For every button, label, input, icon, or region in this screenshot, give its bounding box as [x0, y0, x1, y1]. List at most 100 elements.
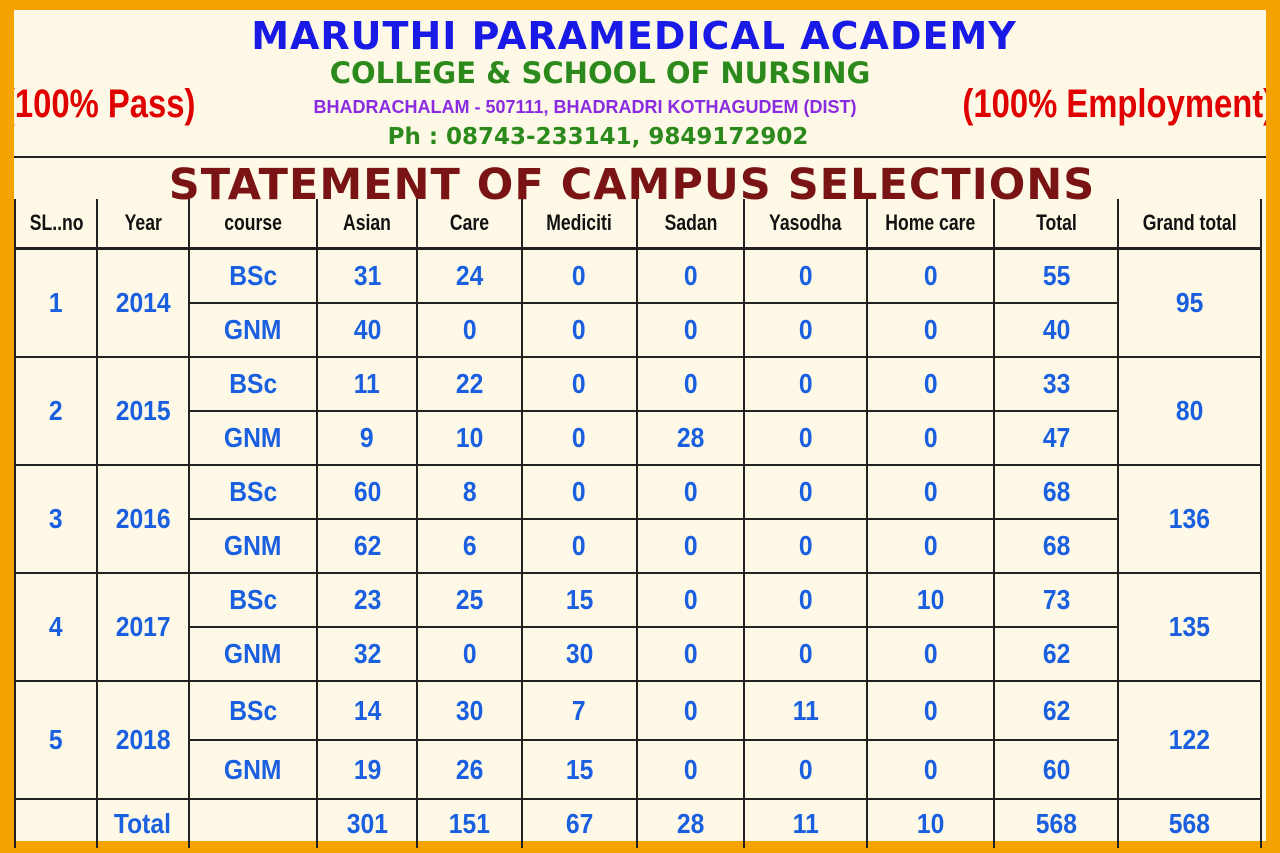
table-row: 3 2016 BSc 60 8 0 0 0 0 68 136 — [13, 465, 1262, 574]
col-header-care: Care — [416, 199, 523, 250]
employment-tag: (100% Employment) — [962, 82, 1266, 126]
asian-cell: 19 — [315, 740, 419, 800]
sl-no-cell: 2 — [13, 357, 99, 466]
address-line: BHADRACHALAM - 507111, BHADRADRI KOTHAGU… — [313, 97, 857, 117]
sadan-cell: 0 — [635, 465, 746, 520]
course-cell: BSc — [187, 357, 318, 412]
care-cell: 22 — [416, 357, 523, 412]
total-cell: 73 — [993, 573, 1120, 628]
home-care-cell: 0 — [865, 740, 996, 800]
asian-cell: 14 — [315, 681, 419, 741]
col-header-home-care: Home care — [865, 199, 996, 250]
home-care-cell: 0 — [865, 411, 996, 466]
phone-line: Ph : 08743-233141, 9849172902 — [387, 124, 809, 150]
table-row: GNM 40 0 0 0 0 0 40 — [15, 303, 1261, 358]
course-cell: BSc — [187, 573, 318, 628]
col-header-asian: Asian — [315, 199, 419, 250]
home-care-cell: 0 — [865, 357, 996, 412]
mediciti-cell: 0 — [520, 357, 638, 412]
col-header-sadan: Sadan — [635, 199, 746, 250]
mediciti-cell: 15 — [520, 740, 638, 800]
table-row: 5 2018 BSc 14 30 7 0 11 0 62 122 — [13, 681, 1262, 800]
totals-home-care-cell: 10 — [865, 799, 996, 848]
total-cell: 68 — [993, 519, 1120, 574]
asian-cell: 23 — [315, 573, 419, 628]
table-row: GNM 9 10 0 28 0 0 47 — [15, 411, 1261, 466]
sadan-cell: 0 — [635, 303, 746, 358]
sadan-cell: 0 — [635, 681, 746, 741]
care-cell: 24 — [416, 248, 523, 304]
course-cell: GNM — [187, 740, 318, 800]
col-header-yasodha: Yasodha — [743, 199, 868, 250]
home-care-cell: 0 — [865, 519, 996, 574]
totals-sadan-cell: 28 — [635, 799, 746, 848]
mediciti-cell: 0 — [520, 465, 638, 520]
yasodha-cell: 11 — [743, 681, 868, 741]
total-cell: 33 — [993, 357, 1120, 412]
home-care-cell: 0 — [865, 627, 996, 682]
col-header-slno: SL..no — [13, 199, 99, 250]
year-cell: 2017 — [96, 573, 190, 682]
care-cell: 0 — [416, 303, 523, 358]
home-care-cell: 0 — [865, 303, 996, 358]
yasodha-cell: 0 — [743, 303, 868, 358]
sadan-cell: 0 — [635, 573, 746, 628]
care-cell: 8 — [416, 465, 523, 520]
totals-asian-cell: 301 — [315, 799, 419, 848]
totals-course-cell — [187, 799, 318, 848]
col-header-total: Total — [993, 199, 1120, 250]
course-cell: GNM — [187, 519, 318, 574]
totals-care-cell: 151 — [416, 799, 523, 848]
header-divider — [14, 156, 1266, 158]
course-cell: BSc — [187, 465, 318, 520]
year-cell: 2018 — [96, 681, 190, 800]
col-header-course: course — [187, 199, 318, 250]
asian-cell: 9 — [315, 411, 419, 466]
care-cell: 30 — [416, 681, 523, 741]
home-care-cell: 0 — [865, 681, 996, 741]
home-care-cell: 0 — [865, 248, 996, 304]
yasodha-cell: 0 — [743, 573, 868, 628]
mediciti-cell: 30 — [520, 627, 638, 682]
grand-total-cell: 95 — [1117, 248, 1262, 358]
total-cell: 68 — [993, 465, 1120, 520]
sadan-cell: 0 — [635, 248, 746, 304]
asian-cell: 32 — [315, 627, 419, 682]
asian-cell: 31 — [315, 248, 419, 304]
yasodha-cell: 0 — [743, 411, 868, 466]
asian-cell: 11 — [315, 357, 419, 412]
care-cell: 6 — [416, 519, 523, 574]
yasodha-cell: 0 — [743, 740, 868, 800]
mediciti-cell: 0 — [520, 411, 638, 466]
total-cell: 60 — [993, 740, 1120, 800]
mediciti-cell: 15 — [520, 573, 638, 628]
table-row: 4 2017 BSc 23 25 15 0 0 10 73 135 — [13, 573, 1262, 682]
totals-total-cell: 568 — [993, 799, 1120, 848]
pass-tag: (100% Pass) — [14, 82, 196, 126]
year-cell: 2016 — [96, 465, 190, 574]
sl-no-cell: 3 — [13, 465, 99, 574]
totals-yasodha-cell: 11 — [743, 799, 868, 848]
care-cell: 0 — [416, 627, 523, 682]
mediciti-cell: 0 — [520, 248, 638, 304]
totals-row: Total 301 151 67 28 11 10 568 568 — [13, 799, 1262, 848]
total-cell: 55 — [993, 248, 1120, 304]
table-row: GNM 19 26 15 0 0 0 60 — [15, 740, 1261, 800]
course-cell: GNM — [187, 627, 318, 682]
sadan-cell: 28 — [635, 411, 746, 466]
table-row: 1 2014 BSc 31 24 0 0 0 0 55 95 — [13, 248, 1262, 358]
grand-total-cell: 80 — [1117, 357, 1262, 466]
sadan-cell: 0 — [635, 627, 746, 682]
academy-title: MARUTHI PARAMEDICAL ACADEMY — [251, 14, 1017, 58]
sadan-cell: 0 — [635, 519, 746, 574]
yasodha-cell: 0 — [743, 465, 868, 520]
asian-cell: 40 — [315, 303, 419, 358]
asian-cell: 62 — [315, 519, 419, 574]
mediciti-cell: 0 — [520, 303, 638, 358]
totals-slno-cell — [13, 799, 99, 848]
table-row: GNM 32 0 30 0 0 0 62 — [15, 627, 1261, 682]
home-care-cell: 10 — [865, 573, 996, 628]
table-row: GNM 62 6 0 0 0 0 68 — [15, 519, 1261, 574]
totals-label: Total — [96, 799, 190, 848]
mediciti-cell: 0 — [520, 519, 638, 574]
